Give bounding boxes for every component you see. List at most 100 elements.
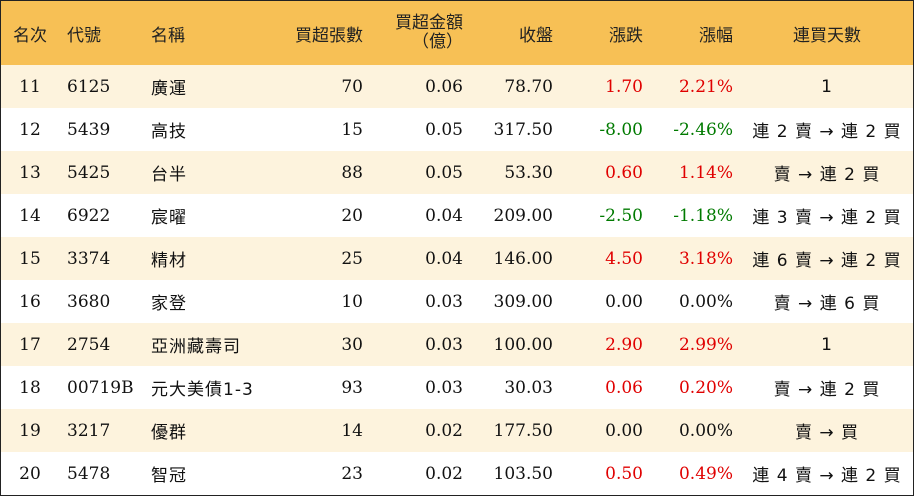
header-row: 名次 代號 名稱 買超張數 買超金額 （億） 收盤 漲跌 漲幅 連買天數 [1,1,913,65]
table-row: 15 3374 精材 25 0.04 146.00 4.50 3.18% 連 6 賣 → 連 2… [1,237,913,280]
cell-change: 2.90 [605,334,643,355]
cell-net-lots: 14 [341,420,363,441]
cell-change: 4.50 [605,248,643,269]
table-row: 14 6922 宸曜 20 0.04 209.00 -2.50 -1.18% 連 3 賣 → 連… [1,194,913,237]
cell-code: 5478 [67,463,111,484]
cell-name: 優群 [151,423,187,443]
cell-amount: 0.03 [425,291,463,312]
cell-change: 0.06 [605,377,643,398]
table-row: 17 2754 亞洲藏壽司 30 0.03 100.00 2.90 2.99% 1 [1,323,913,366]
cell-close: 100.00 [493,334,553,355]
cell-pct: 0.00% [678,420,733,441]
cell-close: 317.50 [493,119,553,140]
cell-days: 賣 → 連 2 買 [773,380,881,400]
cell-days: 連 6 賣 → 連 2 買 [752,251,902,271]
cell-net-lots: 93 [341,377,363,398]
header-net-lots: 買超張數 [295,25,363,46]
cell-close: 146.00 [493,248,553,269]
cell-net-lots: 25 [341,248,363,269]
cell-change: 0.00 [605,291,643,312]
cell-days: 賣 → 買 [794,423,860,443]
cell-code: 5439 [67,119,111,140]
cell-close: 78.70 [504,76,553,97]
header-amount-line1: 買超金額 [395,13,463,33]
cell-amount: 0.02 [425,463,463,484]
cell-close: 309.00 [493,291,553,312]
header-amount: 買超金額 （億） [371,1,471,65]
table-row: 20 5478 智冠 23 0.02 103.50 0.50 0.49% 連 4 賣 → 連 2… [1,452,913,495]
cell-code: 2754 [67,334,111,355]
cell-close: 30.03 [504,377,553,398]
cell-rank: 16 [19,291,41,312]
cell-days: 賣 → 連 2 買 [773,165,881,185]
cell-code: 6922 [67,205,111,226]
cell-rank: 20 [19,463,41,484]
cell-net-lots: 30 [341,334,363,355]
cell-pct: 2.99% [678,334,733,355]
cell-rank: 17 [19,334,41,355]
cell-days: 連 3 賣 → 連 2 買 [752,208,902,228]
cell-net-lots: 23 [341,463,363,484]
cell-name: 廣運 [151,79,187,99]
table-row: 13 5425 台半 88 0.05 53.30 0.60 1.14% 賣 → 連 2 買 [1,151,913,194]
cell-close: 209.00 [493,205,553,226]
cell-change: -8.00 [599,119,643,140]
cell-name: 家登 [151,294,187,314]
cell-change: 0.00 [605,420,643,441]
cell-change: 0.60 [605,162,643,183]
cell-name: 元大美債1-3 [151,380,254,400]
cell-rank: 19 [19,420,41,441]
cell-amount: 0.03 [425,377,463,398]
cell-rank: 18 [19,377,41,398]
header-name: 名稱 [151,25,185,46]
cell-code: 3374 [67,248,111,269]
cell-rank: 13 [19,162,41,183]
cell-net-lots: 70 [341,76,363,97]
cell-days: 連 4 賣 → 連 2 買 [752,466,902,486]
cell-days: 1 [821,334,833,355]
cell-days: 連 2 賣 → 連 2 買 [752,122,902,142]
cell-code: 3217 [67,420,111,441]
cell-amount: 0.02 [425,420,463,441]
cell-rank: 12 [19,119,41,140]
cell-name: 智冠 [151,466,187,486]
cell-net-lots: 15 [341,119,363,140]
cell-pct: 1.14% [678,162,733,183]
cell-code: 00719B [67,377,134,398]
cell-amount: 0.05 [425,119,463,140]
table-row: 18 00719B 元大美債1-3 93 0.03 30.03 0.06 0.20% 賣 → 連… [1,366,913,409]
cell-pct: 2.21% [678,76,733,97]
cell-net-lots: 10 [341,291,363,312]
header-close: 收盤 [519,25,553,46]
header-change: 漲跌 [609,25,643,46]
table-header: 名次 代號 名稱 買超張數 買超金額 （億） 收盤 漲跌 漲幅 連買天數 [1,1,913,65]
cell-pct: -2.46% [673,119,733,140]
cell-amount: 0.03 [425,334,463,355]
header-amount-line2: （億） [412,32,463,52]
cell-name: 精材 [151,251,187,271]
cell-pct: 0.00% [678,291,733,312]
cell-name: 高技 [151,122,187,142]
cell-pct: 3.18% [678,248,733,269]
cell-code: 3680 [67,291,111,312]
cell-close: 53.30 [504,162,553,183]
cell-net-lots: 20 [341,205,363,226]
cell-code: 6125 [67,76,111,97]
cell-pct: 0.20% [678,377,733,398]
cell-pct: -1.18% [673,205,733,226]
cell-close: 103.50 [493,463,553,484]
cell-net-lots: 88 [341,162,363,183]
cell-name: 台半 [151,165,187,185]
cell-change: 1.70 [605,76,643,97]
cell-name: 宸曜 [151,208,187,228]
cell-days: 賣 → 連 6 買 [773,294,881,314]
cell-close: 177.50 [493,420,553,441]
cell-amount: 0.04 [425,205,463,226]
cell-pct: 0.49% [678,463,733,484]
header-code: 代號 [67,25,101,46]
table-row: 11 6125 廣運 70 0.06 78.70 1.70 2.21% 1 [1,65,913,108]
cell-days: 1 [821,76,833,97]
cell-change: 0.50 [605,463,643,484]
